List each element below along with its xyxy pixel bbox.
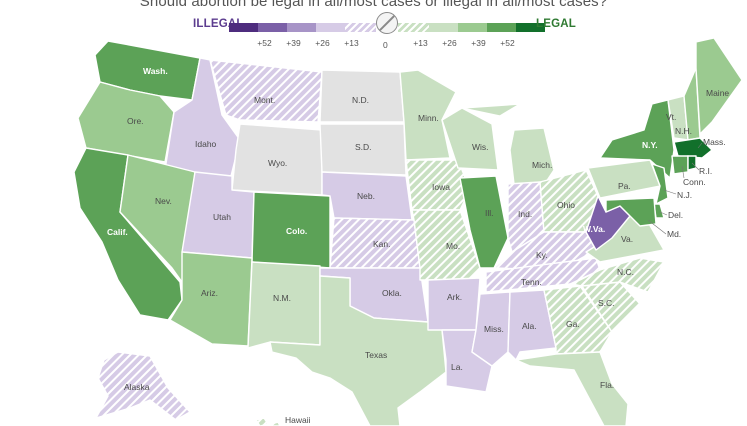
label-hawaii: Hawaii [285,415,311,425]
state-maryland [605,197,657,227]
legend-swatch-legal-lean [398,23,429,32]
state-alaska [95,351,191,421]
legend-swatch-legal-13 [429,23,458,32]
label-idaho: Idaho [195,139,217,149]
label-ohio: Ohio [557,200,575,210]
label-new-jersey: N.J. [677,190,692,200]
label-maryland: Md. [667,229,681,239]
label-colorado: Colo. [286,226,307,236]
label-kansas: Kan. [373,239,391,249]
label-montana: Mont. [254,95,275,105]
legend-tick: +52 [257,38,272,48]
label-alabama: Ala. [522,321,537,331]
state-arizona [169,251,253,347]
label-connecticut: Conn. [683,177,706,187]
label-oregon: Ore. [127,116,144,126]
legend-swatch-legal-26 [458,23,487,32]
label-iowa: Iowa [432,182,450,192]
label-alaska: Alaska [124,382,150,392]
state-south-dakota [319,123,407,176]
legend-tick: +26 [442,38,457,48]
label-mississippi: Miss. [484,324,504,334]
state-nevada [119,154,196,283]
state-connecticut [671,155,689,175]
state-new-mexico [247,261,321,349]
label-virginia: Va. [621,234,633,244]
state-maine [695,37,743,135]
legend-swatch-illegal-lean [345,23,376,32]
state-arkansas [427,277,481,331]
legend-tick: +39 [471,38,486,48]
label-minnesota: Minn. [418,113,439,123]
legend-tick: +39 [286,38,301,48]
label-michigan: Mich. [532,160,552,170]
label-illinois: Ill. [485,208,494,218]
legend-swatch-illegal-13 [316,23,345,32]
label-texas: Texas [365,350,387,360]
label-rhode-island: R.I. [699,166,712,176]
state-wisconsin [441,107,499,171]
state-montana [209,59,323,123]
label-tennessee: Tenn. [521,277,542,287]
label-south-dakota: S.D. [355,142,372,152]
color-legend: ILLEGAL LEGAL +52 +39 +26 +13 0 +13 +26 … [0,0,747,60]
label-wyoming: Wyo. [268,158,287,168]
legend-swatch-illegal-26 [287,23,316,32]
state-florida [515,351,629,426]
legend-tick: +26 [315,38,330,48]
label-north-dakota: N.D. [352,95,369,105]
label-maine: Maine [706,88,729,98]
label-massachusetts: Mass. [703,137,726,147]
legend-swatch-illegal-52 [229,23,258,32]
legend-legal-label: LEGAL [536,18,576,30]
label-nevada: Nev. [155,196,172,206]
state-wyoming [231,123,323,196]
legend-swatch-legal-39 [487,23,516,32]
state-texas [269,275,447,426]
label-utah: Utah [213,212,231,222]
label-louisiana: La. [451,362,463,372]
label-california: Calif. [107,227,128,237]
label-missouri: Mo. [446,241,460,251]
label-south-carolina: S.C. [598,298,615,308]
map-title: Should abortion be legal in all/most cas… [139,0,608,10]
label-georgia: Ga. [566,319,580,329]
state-massachusetts [673,137,713,159]
label-kentucky: Ky. [536,250,548,260]
legend-tick: +13 [344,38,359,48]
label-arkansas: Ark. [447,292,462,302]
label-nebraska: Neb. [357,191,375,201]
state-new-jersey [651,163,669,205]
legend-zero-label: 0 [383,40,388,50]
legend-swatch-illegal-39 [258,23,287,32]
leader-lines [647,142,703,235]
label-north-carolina: N.C. [617,267,634,277]
label-west-virginia: W.Va. [583,224,605,234]
label-oklahoma: Okla. [382,288,402,298]
label-new-mexico: N.M. [273,293,291,303]
label-vermont: Vt. [666,112,676,122]
label-wisconsin: Wis. [472,142,489,152]
legend-tick: +52 [500,38,515,48]
label-new-hampshire: N.H. [675,126,692,136]
label-pennsylvania: Pa. [618,181,631,191]
state-north-carolina [571,257,665,293]
legend-tick: +13 [413,38,428,48]
legend-swatch-legal-52 [516,23,545,32]
label-new-york: N.Y. [642,140,658,150]
state-minnesota [399,69,457,161]
state-hawaii [255,417,281,426]
label-indiana: Ind. [518,209,532,219]
label-arizona: Ariz. [201,288,218,298]
label-florida: Fla. [600,380,614,390]
legend-zero-marker [376,12,398,34]
label-delaware: Del. [668,210,683,220]
state-pennsylvania [587,159,661,199]
label-washington: Wash. [143,66,168,76]
